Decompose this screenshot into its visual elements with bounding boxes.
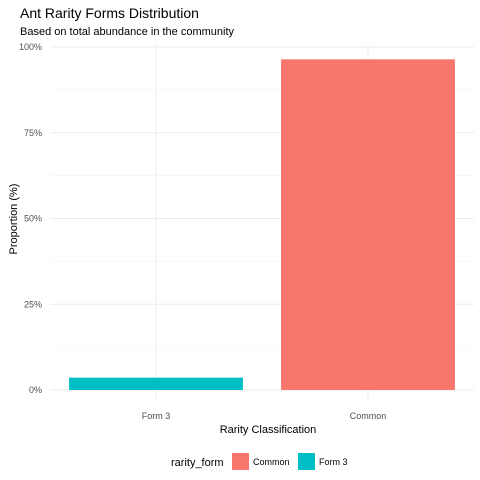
y-tick-label: 75% [24, 128, 42, 138]
legend-entries: Common Form 3 [232, 453, 348, 470]
legend-title: rarity_form [171, 457, 224, 469]
chart-title: Ant Rarity Forms Distribution [20, 5, 199, 21]
y-tick-label: 100% [19, 42, 42, 52]
y-tick-label: 50% [24, 214, 42, 224]
y-tick-label: 0% [29, 385, 42, 395]
bar-common [281, 59, 455, 391]
legend-key-form-3 [298, 453, 315, 470]
bars [69, 59, 455, 391]
bar-form-3 [69, 377, 243, 390]
legend-label: Form 3 [319, 457, 348, 467]
x-axis-title: Rarity Classification [220, 424, 317, 436]
y-axis-ticks: 0% 25% 50% 75% 100% [19, 42, 42, 395]
y-tick-label: 25% [24, 299, 42, 309]
plot-panel: 0% 25% 50% 75% 100% Form 3 Common [19, 42, 474, 421]
x-axis-ticks: Form 3 Common [142, 411, 387, 421]
chart-subtitle: Based on total abundance in the communit… [20, 26, 235, 38]
legend: rarity_form Common Form 3 [171, 453, 348, 470]
x-tick-label: Common [350, 411, 387, 421]
legend-key-common [232, 453, 249, 470]
legend-label: Common [253, 457, 290, 467]
y-axis-title: Proportion (%) [8, 184, 20, 255]
x-tick-label: Form 3 [142, 411, 171, 421]
